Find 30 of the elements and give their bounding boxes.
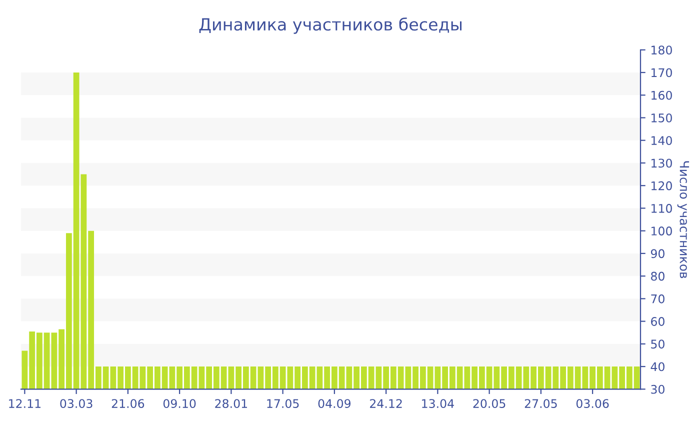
- x-tick-label: 20.05: [473, 399, 506, 408]
- y-tick-label: 70: [651, 294, 664, 304]
- y-tick-label: 130: [652, 158, 672, 168]
- y-tick-label: 100: [652, 226, 672, 236]
- x-tick-label: 03.06: [576, 399, 609, 408]
- y-tick-label: 80: [651, 272, 664, 281]
- y-tick-label: 140: [652, 136, 672, 146]
- y-tick-label: 150: [652, 113, 672, 122]
- y-tick-label: 180: [652, 46, 672, 55]
- y-axis-title: Число участников: [677, 161, 690, 278]
- y-tick-label: 110: [652, 204, 672, 213]
- y-tick-label: 170: [652, 68, 672, 78]
- x-tick-label: 13.04: [422, 399, 454, 408]
- x-tick-label: 24.12: [370, 399, 402, 408]
- x-tick-label: 12.11: [9, 399, 40, 408]
- chart-title: Динамика участников беседы: [199, 17, 462, 34]
- x-tick-label: 28.01: [215, 399, 247, 408]
- x-tick-label: 03.03: [60, 399, 92, 408]
- y-tick-label: 40: [650, 362, 664, 372]
- x-tick-label: 17.05: [267, 399, 299, 408]
- x-tick-label: 21.06: [112, 399, 144, 408]
- y-tick-label: 50: [651, 340, 664, 349]
- x-tick-label: 27.05: [524, 399, 557, 408]
- y-tick-label: 30: [651, 384, 664, 394]
- y-tick-label: 160: [652, 90, 672, 100]
- y-tick-label: 90: [650, 249, 664, 258]
- y-tick-label: 60: [651, 317, 664, 326]
- x-tick-label: 09.10: [163, 399, 196, 408]
- x-tick-label: 04.09: [318, 399, 351, 408]
- y-tick-label: 120: [652, 181, 672, 190]
